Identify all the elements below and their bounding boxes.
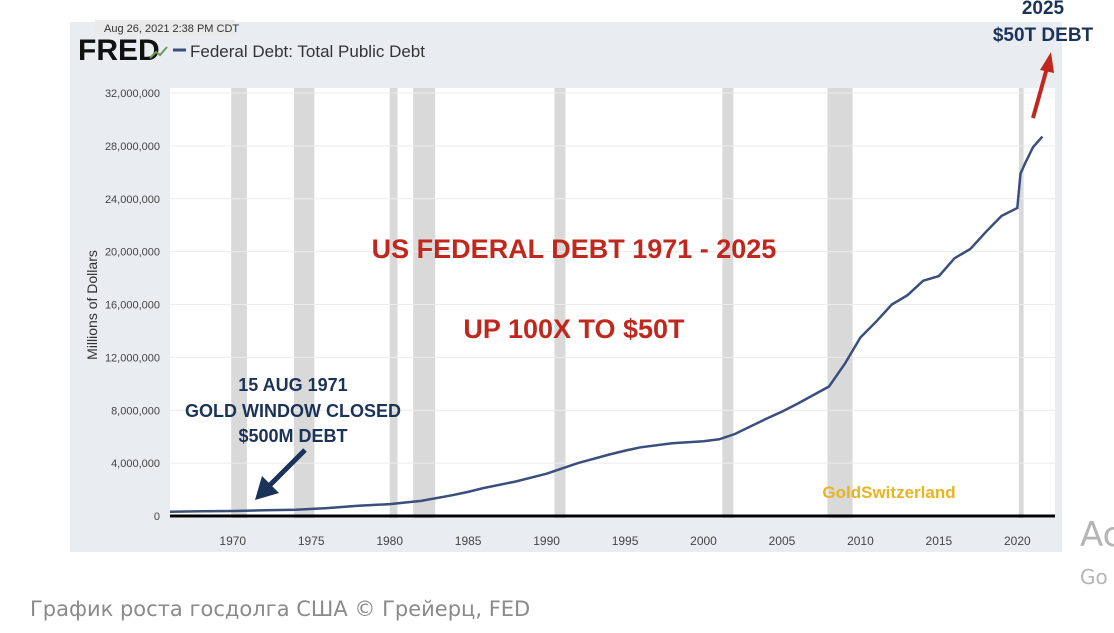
annotation-gold-debt: $500M DEBT — [238, 426, 347, 446]
side-subtext-clipped: Go — [1080, 565, 1108, 589]
recession-band — [554, 88, 566, 518]
legend-label: Federal Debt: Total Public Debt — [190, 42, 425, 61]
image-caption: График роста госдолга США © Грейерц, FED — [30, 597, 531, 621]
recession-band — [413, 88, 436, 518]
x-tick-label: 2020 — [1004, 534, 1031, 548]
recession-band — [231, 88, 247, 518]
plot-area — [170, 88, 1055, 518]
series-line-total-public-debt — [169, 135, 1044, 514]
y-tick-label: 24,000,000 — [105, 194, 160, 206]
annotation-subtitle: UP 100X TO $50T — [463, 314, 685, 344]
recession-band — [389, 88, 398, 518]
y-tick-label: 28,000,000 — [105, 141, 160, 153]
y-tick-label: 4,000,000 — [111, 458, 160, 470]
x-tick-label: 2005 — [769, 534, 796, 548]
x-tick-label: 1995 — [612, 534, 639, 548]
side-text-clipped: Ac — [1080, 515, 1114, 555]
annotation-target-year: 2025 — [1022, 0, 1065, 19]
annotation-gold-date: 15 AUG 1971 — [238, 375, 347, 395]
y-tick-label: 20,000,000 — [105, 247, 160, 259]
red-arrow-icon — [1031, 52, 1054, 119]
navy-arrow-icon — [255, 448, 307, 500]
x-tick-label: 2015 — [926, 534, 953, 548]
y-tick-label: 16,000,000 — [105, 300, 160, 312]
fred-chart-icon — [149, 46, 168, 59]
timestamp-box — [95, 20, 235, 36]
annotation-target-value: $50T DEBT — [993, 25, 1094, 46]
recession-band — [722, 88, 734, 518]
y-tick-label: 12,000,000 — [105, 352, 160, 364]
recession-band — [827, 88, 853, 518]
y-tick-label: 32,000,000 — [105, 88, 160, 100]
x-tick-label: 2010 — [847, 534, 874, 548]
x-tick-label: 1970 — [219, 534, 246, 548]
x-tick-label: 2000 — [690, 534, 717, 548]
y-axis-label: Millions of Dollars — [84, 250, 100, 360]
x-tick-label: 1985 — [455, 534, 482, 548]
watermark: GoldSwitzerland — [822, 483, 955, 502]
x-tick-label: 1990 — [533, 534, 560, 548]
y-tick-label: 0 — [154, 511, 160, 523]
annotation-title: US FEDERAL DEBT 1971 - 2025 — [372, 234, 777, 264]
x-tick-label: 1980 — [376, 534, 403, 548]
timestamp: Aug 26, 2021 2:38 PM CDT — [104, 23, 239, 35]
y-tick-label: 8,000,000 — [111, 405, 160, 417]
x-tick-label: 1975 — [298, 534, 325, 548]
annotation-gold-window: GOLD WINDOW CLOSED — [185, 401, 401, 421]
recession-band — [1018, 88, 1024, 518]
fred-logo: FRED — [78, 34, 160, 67]
